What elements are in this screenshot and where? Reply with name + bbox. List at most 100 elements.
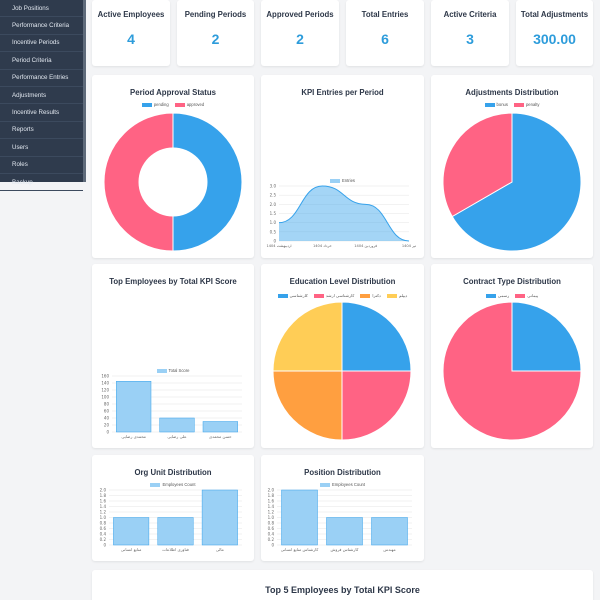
y-tick-label: 3.0 (270, 184, 277, 189)
chart-legend[interactable]: رسمی پیمانی (431, 293, 593, 298)
chart-title: Top Employees by Total KPI Score (109, 277, 237, 286)
legend-item[interactable]: Employees Count (150, 482, 196, 487)
stat-card-approved-periods: Approved Periods 2 (261, 0, 339, 66)
y-tick-label: 0.2 (268, 537, 275, 542)
chart-card-adjustments: Adjustments Distribution bonus penalty (431, 75, 593, 258)
sidebar-item-performance-entries[interactable]: Performance Entries (0, 70, 83, 87)
chart-svg (442, 112, 582, 252)
chart-card-contract: Contract Type Distribution رسمی پیمانی (431, 264, 593, 448)
bar-علی رضایی[interactable] (159, 417, 195, 433)
pie-slice-دکترا[interactable] (272, 370, 343, 441)
legend-swatch (174, 102, 185, 107)
chart-legend[interactable]: کارشناسی کارشناسی ارشد دکترا دیپلم (261, 293, 424, 298)
chart-title: Contract Type Distribution (463, 277, 561, 286)
legend-item[interactable]: bonus (484, 102, 508, 107)
y-tick-label: 1.6 (100, 499, 107, 504)
chart-svg: 00.20.40.60.81.01.21.41.61.82.0 کارشناس م… (268, 488, 412, 552)
legend-item[interactable]: pending (141, 102, 169, 107)
sidebar-item-adjustments[interactable]: Adjustments (0, 87, 83, 105)
sidebar-item-label: Roles (12, 161, 28, 169)
pie-slice-پیمانی[interactable] (442, 301, 582, 441)
sidebar-item-reports[interactable]: Reports (0, 122, 83, 140)
y-tick-label: 60 (104, 409, 110, 414)
x-tick-label: مالی (216, 547, 224, 552)
y-tick-label: 0.2 (100, 537, 107, 542)
legend-item[interactable]: approved (174, 102, 204, 107)
chart-legend[interactable]: Entries (261, 178, 424, 183)
legend-item[interactable]: Entries (329, 178, 355, 183)
y-tick-label: 0.5 (270, 229, 277, 234)
legend-item[interactable]: پیمانی (515, 293, 538, 298)
sidebar-item-incentive-periods[interactable]: Incentive Periods (0, 35, 83, 53)
sidebar-item-roles[interactable]: Roles (0, 157, 83, 174)
bar-منابع انسانی[interactable] (113, 517, 150, 546)
pie-slice-کارشناسی[interactable] (341, 301, 412, 372)
legend-item[interactable]: penalty (513, 102, 539, 107)
legend-item[interactable]: کارشناسی (277, 293, 308, 298)
pie-slice-رسمی[interactable] (511, 301, 582, 372)
y-tick-label: 1.2 (268, 510, 275, 515)
legend-swatch (360, 293, 371, 298)
y-tick-label: 80 (104, 402, 110, 407)
legend-swatch (319, 482, 330, 487)
legend-swatch (513, 102, 524, 107)
pie-slice-penalty[interactable] (442, 112, 513, 218)
pie-slice-کارشناسی ارشد[interactable] (341, 370, 412, 441)
stat-card-pending-periods: Pending Periods 2 (177, 0, 254, 66)
bar-مالی[interactable] (201, 489, 238, 546)
legend-swatch (150, 482, 161, 487)
x-tick-label: کارشناس منابع انسانی (281, 547, 319, 552)
pie-slice-bonus[interactable] (451, 112, 582, 252)
y-tick-label: 1.8 (268, 493, 275, 498)
x-tick-label: مهندس (383, 547, 395, 552)
legend-swatch (515, 293, 526, 298)
y-tick-label: 2.0 (100, 488, 107, 493)
legend-swatch (485, 293, 496, 298)
legend-item[interactable]: دکترا (360, 293, 381, 298)
legend-label: دکترا (372, 293, 381, 298)
legend-label: کارشناسی (289, 293, 308, 298)
sidebar-item-label: Incentive Results (12, 109, 60, 117)
y-tick-label: 1.0 (270, 220, 277, 225)
y-tick-label: 1.5 (270, 211, 277, 216)
legend-item[interactable]: دیپلم (386, 293, 408, 298)
chart-legend[interactable]: Employees Count (92, 482, 254, 487)
y-tick-label: 0.4 (100, 532, 107, 537)
bar-محمدی رضایی[interactable] (116, 381, 152, 433)
sidebar-item-backup[interactable]: Backup (0, 174, 83, 192)
x-tick-label: فروردین 1404 (354, 244, 377, 248)
bar-کارشناس منابع انسانی[interactable] (281, 489, 318, 546)
chart-legend[interactable]: Employees Count (261, 482, 424, 487)
bar-مهندس[interactable] (371, 517, 408, 546)
legend-label: Employees Count (162, 482, 196, 487)
legend-label: دیپلم (398, 293, 408, 298)
legend-item[interactable]: کارشناسی ارشد (313, 293, 354, 298)
chart-legend[interactable]: pending approved (92, 102, 254, 107)
stat-label: Active Employees (97, 10, 165, 19)
bar-حسن محمدی[interactable] (202, 421, 238, 433)
bar-فناوری اطلاعات[interactable] (157, 517, 194, 546)
legend-swatch (156, 368, 167, 373)
chart-legend[interactable]: bonus penalty (431, 102, 593, 107)
legend-item[interactable]: Employees Count (319, 482, 366, 487)
x-tick-label: حسن محمدی (209, 434, 232, 439)
legend-label: Employees Count (331, 482, 366, 487)
x-tick-label: اردیبهشت 1404 (266, 244, 291, 248)
sidebar-item-label: Adjustments (12, 91, 47, 99)
sidebar-item-performance-criteria[interactable]: Performance Criteria (0, 17, 83, 35)
legend-item[interactable]: رسمی (485, 293, 509, 298)
sidebar-item-period-criteria[interactable]: Period Criteria (0, 52, 83, 70)
stat-value: 6 (381, 31, 389, 47)
legend-item[interactable]: Total Score (156, 368, 189, 373)
chart-title: Adjustments Distribution (465, 88, 559, 97)
series-line[interactable] (278, 185, 410, 242)
sidebar-item-incentive-results[interactable]: Incentive Results (0, 104, 83, 122)
sidebar-item-job-positions[interactable]: Job Positions (0, 0, 83, 18)
pie-slice-دیپلم[interactable] (272, 301, 343, 372)
bar-کارشناس فروش[interactable] (326, 517, 363, 546)
stat-value: 3 (466, 31, 474, 47)
chart-legend[interactable]: Total Score (92, 368, 254, 373)
chart-svg: 0 0.5 1.0 1.5 2.0 2.5 3.0 اردیبهشت 1404 خرداد 14… (266, 184, 416, 249)
sidebar-item-users[interactable]: Users (0, 139, 83, 157)
y-tick-label: 160 (101, 374, 109, 379)
